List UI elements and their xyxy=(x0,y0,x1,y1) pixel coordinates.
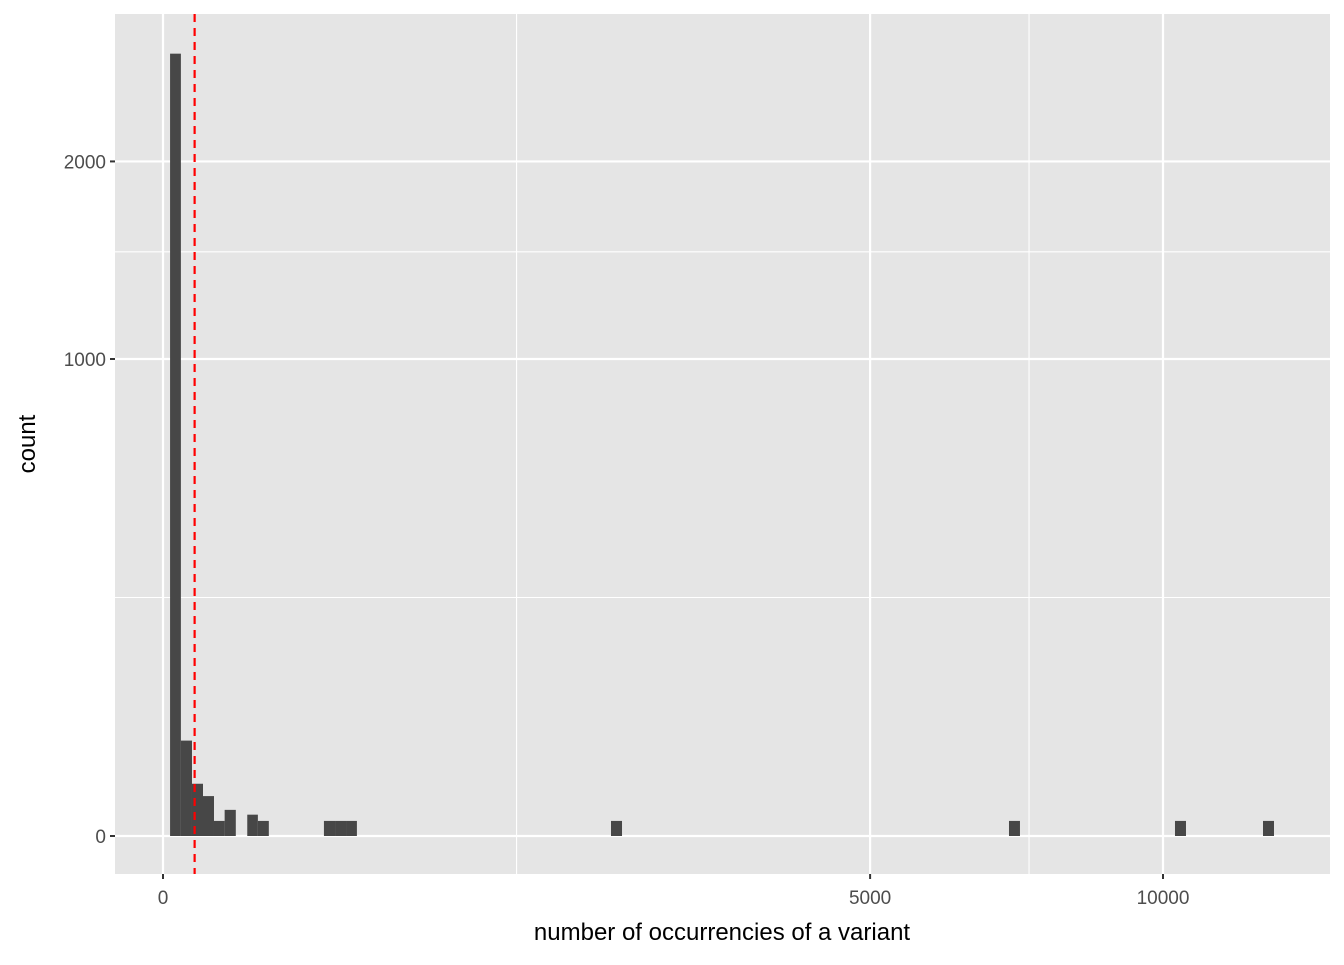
histogram-bar xyxy=(180,740,192,836)
histogram-bar xyxy=(191,783,203,836)
histogram-bar xyxy=(346,820,357,836)
histogram-bar xyxy=(170,53,181,837)
histogram-bar xyxy=(1174,820,1186,836)
histogram-bar xyxy=(1008,820,1020,836)
x-tick-label: 0 xyxy=(158,888,169,909)
histogram-bar xyxy=(247,814,258,836)
plot-panel xyxy=(115,14,1330,874)
x-tick-label: 5000 xyxy=(849,888,891,909)
histogram-bar xyxy=(257,820,269,836)
histogram-bar xyxy=(610,820,623,836)
y-axis-label: count xyxy=(14,414,41,473)
y-tick-label: 2000 xyxy=(64,152,106,173)
histogram-bar xyxy=(203,796,214,836)
histogram-bar xyxy=(1263,820,1274,836)
y-tick-label: 0 xyxy=(95,827,106,848)
x-axis-label: number of occurrencies of a variant xyxy=(534,919,911,946)
y-tick-label: 1000 xyxy=(64,350,106,371)
histogram-bar xyxy=(323,820,336,836)
x-tick-label: 10000 xyxy=(1137,888,1190,909)
histogram-bar xyxy=(335,820,347,836)
histogram-bar xyxy=(224,809,236,836)
histogram-bar xyxy=(213,820,225,836)
